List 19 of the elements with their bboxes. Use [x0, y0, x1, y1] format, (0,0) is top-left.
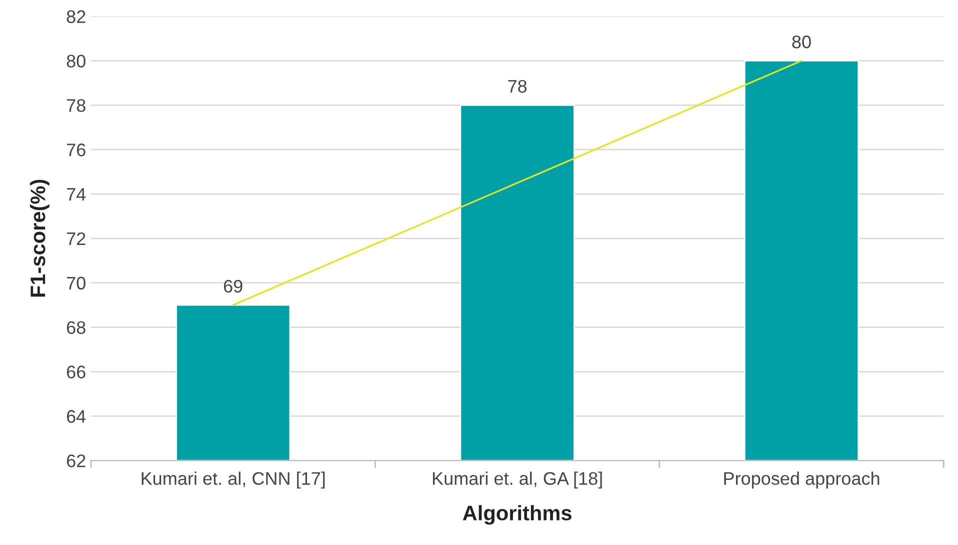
data-label: 69 [224, 280, 242, 293]
x-axis-title: Algorithms [462, 505, 572, 525]
y-tick-label: 62 [66, 454, 86, 468]
y-tick-label: 74 [66, 188, 86, 201]
y-tick-label: 72 [66, 232, 86, 245]
y-tick-label: 66 [66, 366, 86, 378]
data-label: 80 [792, 36, 811, 48]
y-tick-label: 78 [66, 99, 86, 112]
y-tick-label: 68 [66, 321, 86, 334]
y-tick-label: 70 [66, 276, 86, 290]
y-tick-label: 64 [66, 410, 86, 423]
y-axis-title: F1-score(%) [30, 180, 50, 297]
y-tick-label: 82 [66, 10, 86, 24]
y-tick-label: 80 [66, 54, 86, 68]
data-label: 78 [508, 80, 527, 93]
x-tick-label: Proposed approach [724, 472, 880, 488]
x-tick-label: Kumari et. al, GA [18] [433, 472, 602, 488]
x-tick-label: Kumari et. al, CNN [17] [142, 472, 325, 488]
y-tick-label: 76 [66, 144, 86, 156]
